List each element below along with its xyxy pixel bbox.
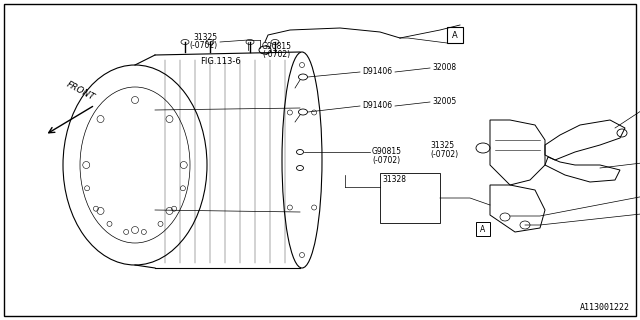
Text: A113001222: A113001222 [580,303,630,312]
Text: (-0702): (-0702) [262,50,290,59]
Text: (-0702): (-0702) [372,156,400,164]
Text: 32005: 32005 [432,98,456,107]
Text: G90815: G90815 [372,148,402,156]
Text: 32008: 32008 [432,63,456,73]
Text: (-0702): (-0702) [190,41,218,50]
Text: A: A [481,225,486,234]
Text: G90815: G90815 [262,42,292,51]
Text: 31328: 31328 [382,175,406,185]
Text: A: A [452,30,458,39]
Text: 31325: 31325 [430,141,454,150]
Text: FRONT: FRONT [64,80,96,102]
Text: (-0702): (-0702) [430,149,458,158]
Text: 31325: 31325 [194,33,218,42]
Text: D91406: D91406 [362,68,392,76]
Text: D91406: D91406 [362,101,392,110]
Text: FIG.113-6: FIG.113-6 [200,58,241,67]
